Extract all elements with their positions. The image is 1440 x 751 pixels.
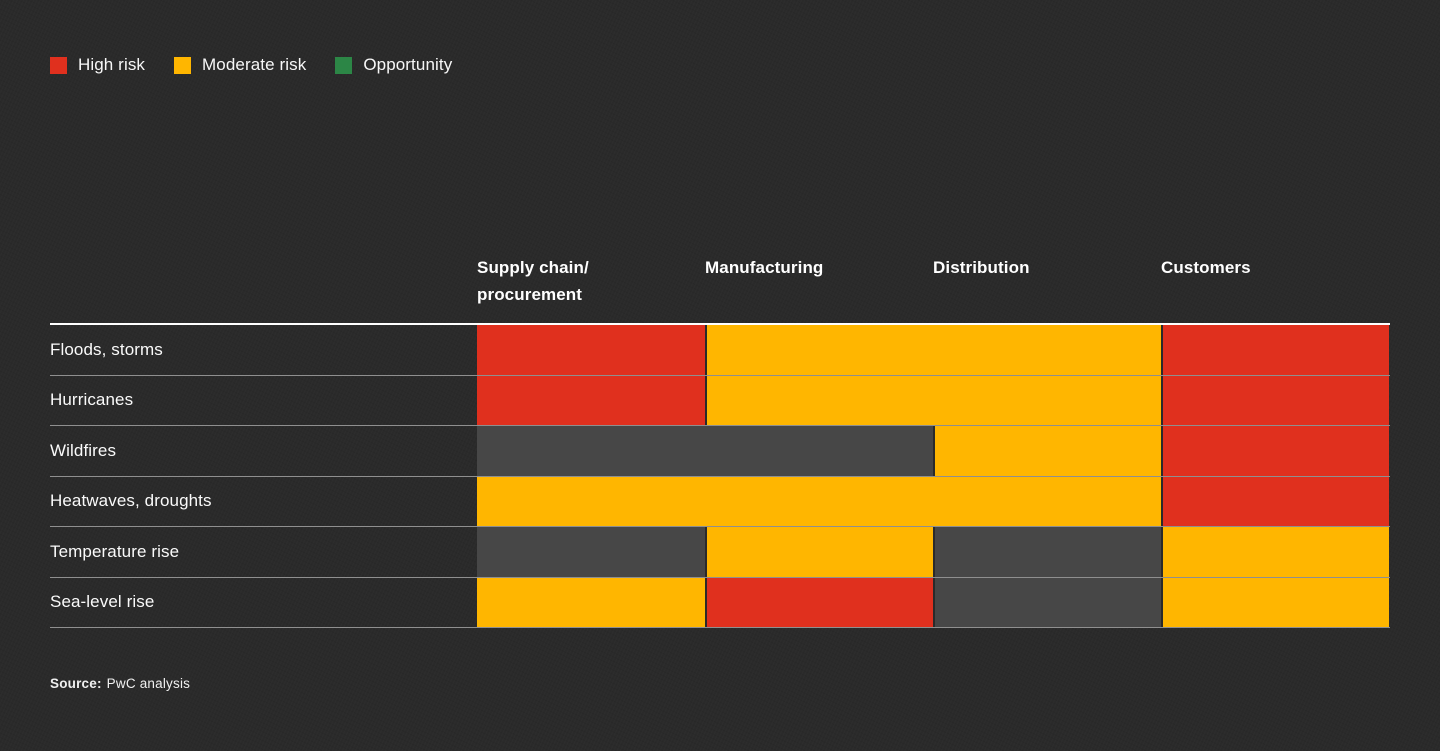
row-cells (477, 375, 1390, 425)
risk-cell-high (477, 375, 705, 425)
header-rule (50, 323, 1390, 325)
risk-cell-moderate (1161, 527, 1389, 577)
row-cells (477, 325, 1390, 375)
risk-cell-none (477, 426, 933, 476)
column-header-3: Customers (1161, 258, 1251, 277)
row-label: Temperature rise (50, 541, 180, 561)
risk-cell-moderate (477, 476, 1161, 526)
climate-risk-heatmap: Supply chain/ procurement Manufacturing Di… (50, 252, 1390, 628)
column-header-1: Manufacturing (705, 258, 824, 277)
source-label: Source: (50, 676, 102, 691)
legend-label: High risk (78, 55, 146, 74)
column-header-row: Supply chain/ procurement Manufacturing Di… (50, 252, 1390, 323)
legend-item-opportunity: Opportunity (335, 55, 452, 75)
risk-cell-high (705, 577, 933, 627)
table-row: Sea-level rise (50, 577, 1390, 628)
risk-cell-none (933, 577, 1161, 627)
risk-cell-none (477, 527, 705, 577)
row-cells (477, 577, 1390, 627)
risk-cell-high (477, 325, 705, 375)
matrix-rows: Floods, storms Hurricanes Wildfires Heatwav… (50, 325, 1390, 628)
row-cells (477, 476, 1390, 526)
risk-cell-moderate (705, 325, 1161, 375)
legend-label: Opportunity (363, 55, 453, 74)
risk-cell-high (1161, 426, 1389, 476)
table-row: Hurricanes (50, 375, 1390, 426)
legend-item-high: High risk (50, 55, 145, 75)
risk-cell-high (1161, 375, 1389, 425)
row-cells (477, 426, 1390, 476)
high-color-swatch-icon (50, 56, 67, 74)
legend-label: Moderate risk (202, 55, 307, 74)
table-row: Wildfires (50, 426, 1390, 477)
row-label: Wildfires (50, 440, 117, 460)
risk-cell-high (1161, 325, 1389, 375)
risk-cell-moderate (1161, 577, 1389, 627)
table-row: Temperature rise (50, 527, 1390, 578)
table-row: Heatwaves, droughts (50, 476, 1390, 527)
risk-legend: High risk Moderate risk Opportunity (50, 55, 452, 75)
row-label: Sea-level rise (50, 592, 155, 612)
source-text: PwC analysis (106, 676, 191, 691)
risk-cell-high (1161, 476, 1389, 526)
opportunity-color-swatch-icon (335, 56, 353, 74)
risk-cell-moderate (477, 577, 705, 627)
row-label: Hurricanes (50, 390, 134, 410)
column-header-2: Distribution (933, 258, 1030, 277)
column-header-0: Supply chain/ procurement (477, 258, 589, 304)
risk-cell-none (933, 527, 1161, 577)
risk-cell-moderate (705, 375, 1161, 425)
legend-item-moderate: Moderate risk (174, 55, 306, 75)
table-row: Floods, storms (50, 325, 1390, 376)
row-label: Floods, storms (50, 339, 163, 359)
moderate-color-swatch-icon (174, 56, 192, 74)
risk-cell-moderate (705, 527, 933, 577)
row-label: Heatwaves, droughts (50, 491, 212, 511)
risk-cell-moderate (933, 426, 1161, 476)
row-cells (477, 527, 1390, 577)
source-note: Source: PwC analysis (50, 676, 190, 691)
